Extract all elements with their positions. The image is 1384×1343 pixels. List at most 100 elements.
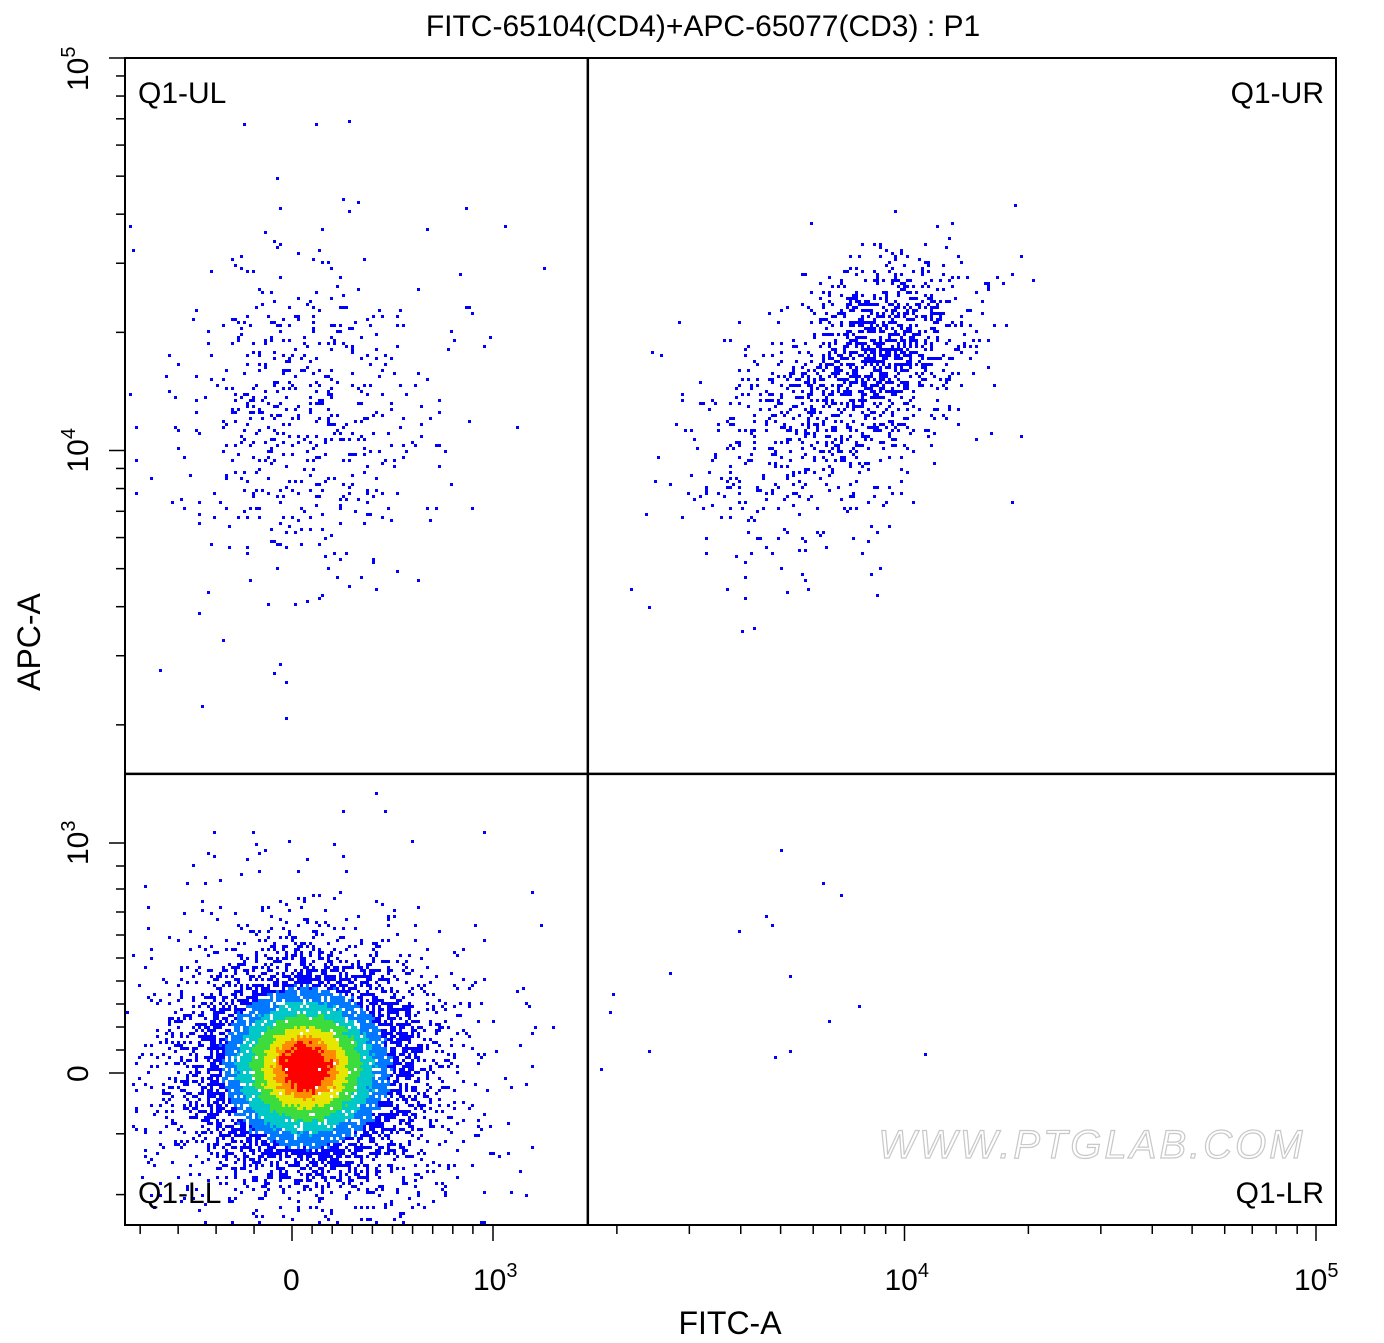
event-point bbox=[297, 1071, 300, 1074]
event-point bbox=[225, 1152, 228, 1155]
event-point bbox=[204, 1086, 207, 1089]
event-point bbox=[357, 1146, 360, 1149]
event-point bbox=[396, 1008, 399, 1011]
event-point bbox=[231, 1041, 234, 1044]
event-point bbox=[462, 1044, 465, 1047]
event-point bbox=[471, 984, 474, 987]
event-point bbox=[264, 987, 267, 990]
event-point bbox=[294, 990, 297, 993]
event-point bbox=[372, 1158, 375, 1161]
event-point bbox=[150, 1044, 153, 1047]
event-point bbox=[324, 969, 327, 972]
event-point bbox=[357, 1155, 360, 1158]
event-point bbox=[258, 1008, 261, 1011]
event-point bbox=[195, 1131, 198, 1134]
event-point bbox=[345, 1101, 348, 1104]
event-point bbox=[306, 972, 309, 975]
event-point bbox=[402, 963, 405, 966]
event-point bbox=[234, 1059, 237, 1062]
event-point bbox=[240, 963, 243, 966]
event-point bbox=[186, 1047, 189, 1050]
event-point bbox=[360, 1101, 363, 1104]
event-point bbox=[276, 1074, 279, 1077]
event-point bbox=[405, 1149, 408, 1152]
event-point bbox=[288, 1128, 291, 1131]
event-point bbox=[237, 1026, 240, 1029]
event-point bbox=[474, 1083, 477, 1086]
event-point bbox=[267, 1083, 270, 1086]
event-point bbox=[243, 963, 246, 966]
event-point bbox=[435, 1062, 438, 1065]
event-point bbox=[327, 1134, 330, 1137]
event-point bbox=[366, 1167, 369, 1170]
event-point bbox=[204, 1002, 207, 1005]
event-point bbox=[405, 1101, 408, 1104]
event-point bbox=[279, 1152, 282, 1155]
event-point bbox=[402, 1146, 405, 1149]
event-point bbox=[222, 1164, 225, 1167]
event-point bbox=[192, 1005, 195, 1008]
event-point bbox=[258, 1155, 261, 1158]
event-point bbox=[438, 1164, 441, 1167]
event-point bbox=[330, 1023, 333, 1026]
event-point bbox=[264, 1074, 267, 1077]
event-point bbox=[195, 1065, 198, 1068]
event-point bbox=[294, 1098, 297, 1101]
event-point bbox=[168, 1092, 171, 1095]
event-point bbox=[216, 918, 219, 921]
event-point bbox=[477, 1134, 480, 1137]
event-point bbox=[315, 1032, 318, 1035]
event-point bbox=[180, 1140, 183, 1143]
event-point bbox=[336, 1143, 339, 1146]
event-point bbox=[309, 954, 312, 957]
event-point bbox=[264, 1152, 267, 1155]
event-point bbox=[300, 1116, 303, 1119]
event-point bbox=[351, 1137, 354, 1140]
event-point bbox=[216, 1011, 219, 1014]
event-point bbox=[282, 945, 285, 948]
event-point bbox=[384, 1041, 387, 1044]
event-point bbox=[369, 1134, 372, 1137]
event-point bbox=[312, 1131, 315, 1134]
event-point bbox=[267, 948, 270, 951]
event-point bbox=[420, 1050, 423, 1053]
event-point bbox=[249, 1002, 252, 1005]
event-point bbox=[477, 1020, 480, 1023]
event-point bbox=[285, 1131, 288, 1134]
event-point bbox=[198, 1044, 201, 1047]
event-point bbox=[240, 1191, 243, 1194]
event-point bbox=[378, 1044, 381, 1047]
event-point bbox=[372, 960, 375, 963]
event-point bbox=[216, 1065, 219, 1068]
event-point bbox=[285, 981, 288, 984]
event-point bbox=[240, 1011, 243, 1014]
event-point bbox=[273, 1098, 276, 1101]
event-point bbox=[237, 924, 240, 927]
event-point bbox=[531, 1146, 534, 1149]
event-point bbox=[309, 1149, 312, 1152]
event-point bbox=[273, 1092, 276, 1095]
event-point bbox=[378, 1101, 381, 1104]
event-point bbox=[270, 1164, 273, 1167]
event-point bbox=[264, 1053, 267, 1056]
event-point bbox=[414, 939, 417, 942]
event-point bbox=[354, 1167, 357, 1170]
event-point bbox=[252, 1053, 255, 1056]
event-point bbox=[207, 1098, 210, 1101]
event-point bbox=[165, 1110, 168, 1113]
event-point bbox=[264, 1158, 267, 1161]
event-point bbox=[282, 990, 285, 993]
event-point bbox=[270, 1176, 273, 1179]
event-point bbox=[342, 1149, 345, 1152]
event-point bbox=[264, 1182, 267, 1185]
event-point bbox=[243, 1023, 246, 1026]
event-point bbox=[348, 1008, 351, 1011]
event-point bbox=[519, 1170, 522, 1173]
event-point bbox=[189, 1032, 192, 1035]
event-point bbox=[300, 1152, 303, 1155]
event-point bbox=[255, 1008, 258, 1011]
event-point bbox=[246, 1137, 249, 1140]
event-point bbox=[402, 1149, 405, 1152]
event-point bbox=[324, 1125, 327, 1128]
event-point bbox=[252, 990, 255, 993]
